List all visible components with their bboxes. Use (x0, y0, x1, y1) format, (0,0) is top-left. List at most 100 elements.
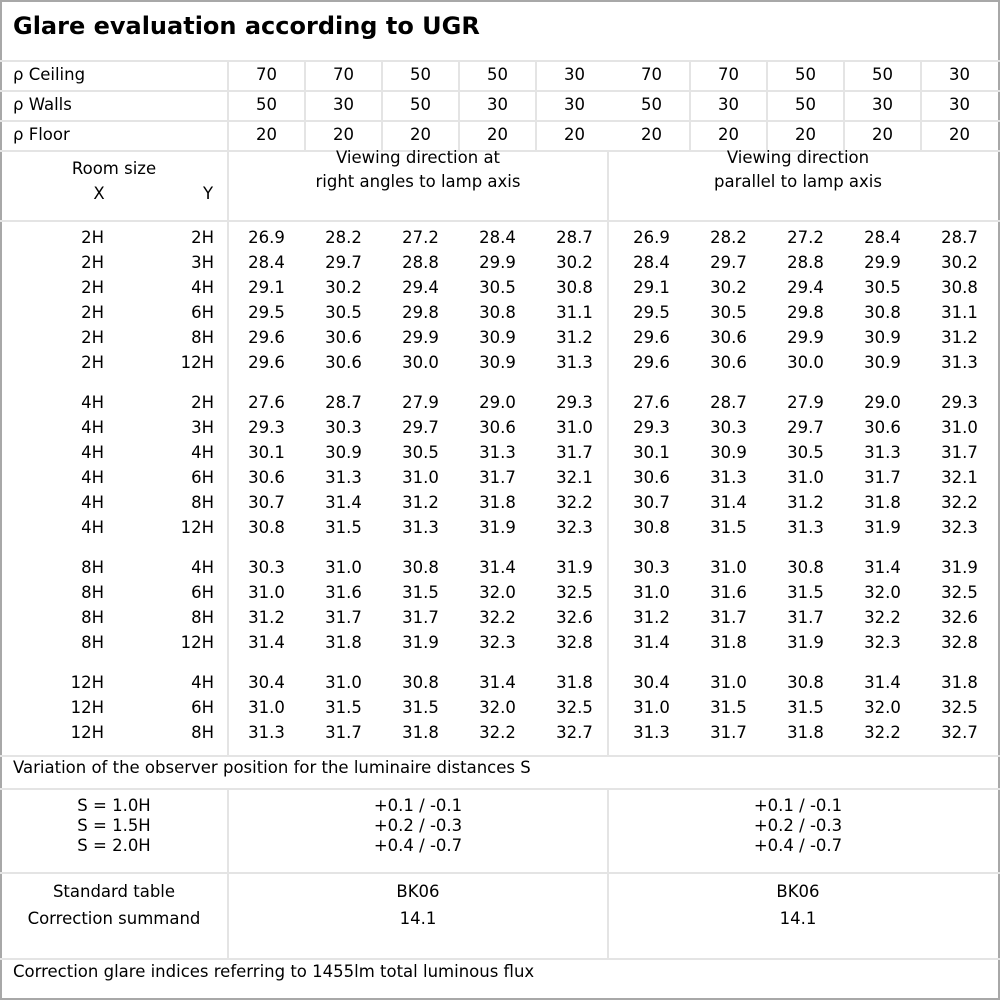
ugr-value: 29.3 (248, 418, 285, 437)
ugr-value: 32.5 (556, 583, 593, 602)
ugr-value: 31.3 (402, 518, 439, 537)
ugr-value: 31.0 (556, 418, 593, 437)
variation-parallel: +0.1 / -0.1 (753, 796, 843, 815)
ugr-value: 31.4 (325, 493, 362, 512)
ugr-value: 30.9 (864, 328, 901, 347)
ugr-value: 32.2 (864, 723, 901, 742)
room-x: 4H (81, 418, 104, 437)
reflectance-value: 30 (718, 95, 739, 114)
room-y: 2H (191, 228, 214, 247)
ugr-value: 29.7 (325, 253, 362, 272)
correction-parallel: 14.1 (779, 909, 817, 928)
ugr-value: 29.3 (941, 393, 978, 412)
room-y: 2H (191, 393, 214, 412)
ugr-value: 29.6 (248, 353, 285, 372)
room-x: 4H (81, 518, 104, 537)
ugr-value: 31.5 (710, 698, 747, 717)
ugr-value: 31.8 (710, 633, 747, 652)
ugr-value: 27.6 (248, 393, 285, 412)
ugr-value: 32.3 (941, 518, 978, 537)
reflectance-value: 20 (487, 125, 508, 144)
room-x: 4H (81, 493, 104, 512)
divider (0, 788, 1000, 790)
ugr-value: 31.5 (402, 583, 439, 602)
ugr-value: 31.7 (710, 608, 747, 627)
ugr-value: 28.4 (479, 228, 516, 247)
divider (0, 60, 1000, 62)
ugr-value: 30.2 (710, 278, 747, 297)
divider (0, 90, 1000, 92)
room-y: 8H (191, 328, 214, 347)
standard_table-right: BK06 (396, 882, 440, 901)
reflectance-label: ρ Floor (13, 125, 70, 144)
ugr-value: 30.4 (633, 673, 670, 692)
ugr-value: 31.6 (710, 583, 747, 602)
ugr-value: 31.1 (941, 303, 978, 322)
correction-right: 14.1 (399, 909, 437, 928)
ugr-value: 30.5 (864, 278, 901, 297)
ugr-value: 30.3 (248, 558, 285, 577)
ugr-value: 30.2 (941, 253, 978, 272)
ugr-value: 28.4 (864, 228, 901, 247)
ugr-value: 28.8 (402, 253, 439, 272)
ugr-value: 31.0 (325, 673, 362, 692)
ugr-value: 30.6 (864, 418, 901, 437)
reflectance-value: 20 (564, 125, 585, 144)
ugr-value: 30.3 (633, 558, 670, 577)
divider (0, 220, 1000, 222)
ugr-value: 32.5 (556, 698, 593, 717)
ugr-value: 31.0 (633, 698, 670, 717)
ugr-value: 31.7 (710, 723, 747, 742)
reflectance-value: 70 (256, 65, 277, 84)
ugr-value: 31.1 (556, 303, 593, 322)
ugr-value: 31.5 (402, 698, 439, 717)
reflectance-value: 70 (333, 65, 354, 84)
ugr-value: 31.4 (633, 633, 670, 652)
ugr-value: 27.2 (402, 228, 439, 247)
room-x: 2H (81, 303, 104, 322)
ugr-value: 29.6 (633, 328, 670, 347)
room-size-label: Room size (71, 159, 157, 178)
reflectance-value: 20 (256, 125, 277, 144)
ugr-value: 29.9 (402, 328, 439, 347)
ugr-value: 31.0 (325, 558, 362, 577)
ugr-value: 32.1 (556, 468, 593, 487)
divider (0, 872, 1000, 874)
reflectance-label: ρ Walls (13, 95, 72, 114)
ugr-value: 30.9 (479, 328, 516, 347)
ugr-value: 30.7 (248, 493, 285, 512)
ugr-value: 32.7 (941, 723, 978, 742)
ugr-value: 31.2 (248, 608, 285, 627)
ugr-value: 32.2 (479, 608, 516, 627)
ugr-value: 30.9 (325, 443, 362, 462)
reflectance-value: 20 (718, 125, 739, 144)
ugr-value: 32.1 (941, 468, 978, 487)
direction-parallel: parallel to lamp axis (714, 172, 882, 191)
ugr-value: 29.7 (787, 418, 824, 437)
divider (381, 60, 383, 150)
ugr-value: 31.3 (633, 723, 670, 742)
room-x: 12H (70, 673, 104, 692)
footer-note: Correction glare indices referring to 14… (13, 962, 535, 981)
ugr-value: 27.2 (787, 228, 824, 247)
ugr-value: 30.1 (633, 443, 670, 462)
divider (766, 60, 768, 150)
divider (607, 788, 609, 958)
room-x: 2H (81, 278, 104, 297)
divider (689, 60, 691, 150)
divider (0, 120, 1000, 122)
ugr-value: 32.7 (556, 723, 593, 742)
ugr-value: 32.0 (479, 698, 516, 717)
ugr-value: 32.5 (941, 583, 978, 602)
reflectance-value: 70 (718, 65, 739, 84)
ugr-value: 30.8 (402, 673, 439, 692)
ugr-value: 30.9 (710, 443, 747, 462)
ugr-value: 32.6 (556, 608, 593, 627)
ugr-value: 30.0 (402, 353, 439, 372)
room-y: 6H (191, 468, 214, 487)
ugr-value: 29.3 (633, 418, 670, 437)
ugr-value: 31.7 (787, 608, 824, 627)
ugr-value: 31.0 (248, 583, 285, 602)
ugr-value: 31.6 (325, 583, 362, 602)
